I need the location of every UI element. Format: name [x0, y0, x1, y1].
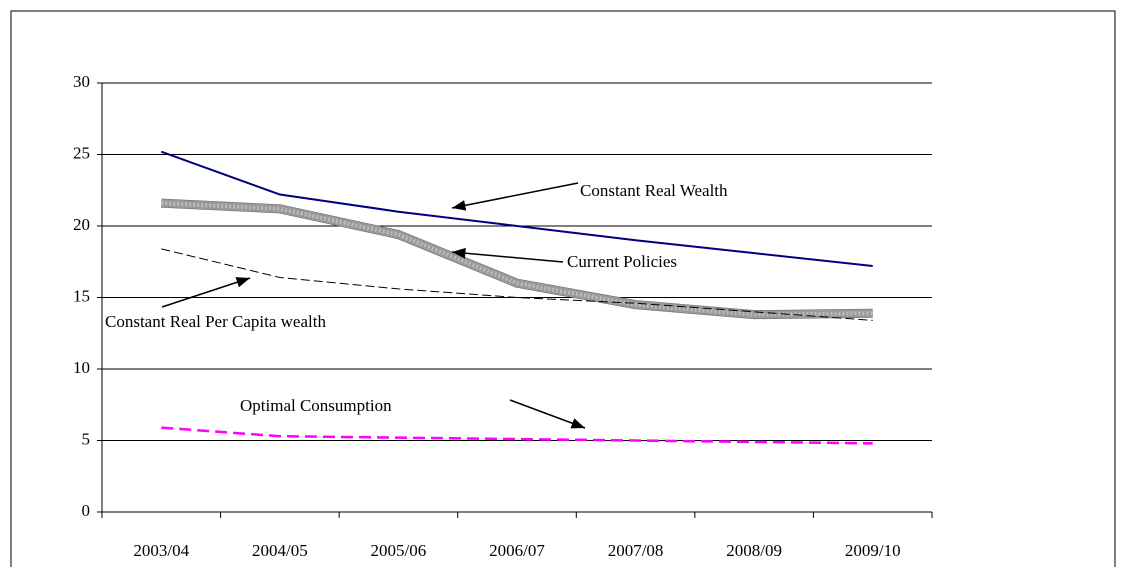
annotation: Optimal Consumption — [240, 396, 392, 415]
arrow — [451, 247, 564, 263]
line-texture — [161, 201, 873, 317]
frame — [10, 10, 1116, 567]
x-tick-label: 2003/04 — [133, 541, 189, 560]
arrow — [509, 399, 586, 429]
arrow — [161, 277, 251, 308]
x-tick-label: 2008/09 — [726, 541, 782, 560]
x-tick-label: 2007/08 — [608, 541, 664, 560]
annotation: Current Policies — [567, 252, 677, 271]
y-tick-label: 25 — [73, 143, 90, 162]
series-line — [161, 248, 873, 321]
x-tick-label: 2006/07 — [489, 541, 545, 560]
y-tick-label: 0 — [82, 501, 91, 520]
y-tick-label: 20 — [73, 215, 90, 234]
annotation: Constant Real Per Capita wealth — [105, 312, 326, 331]
series-line — [160, 150, 873, 268]
y-tick-label: 5 — [82, 429, 91, 448]
x-tick-label: 2009/10 — [845, 541, 901, 560]
x-tick-label: 2005/06 — [371, 541, 427, 560]
series-line — [161, 426, 873, 445]
arrow — [451, 182, 579, 211]
y-tick-label: 15 — [73, 286, 90, 305]
annotation: Constant Real Wealth — [580, 181, 728, 200]
y-tick-label: 10 — [73, 358, 90, 377]
y-tick-label: 30 — [73, 72, 90, 91]
x-tick-label: 2004/05 — [252, 541, 308, 560]
